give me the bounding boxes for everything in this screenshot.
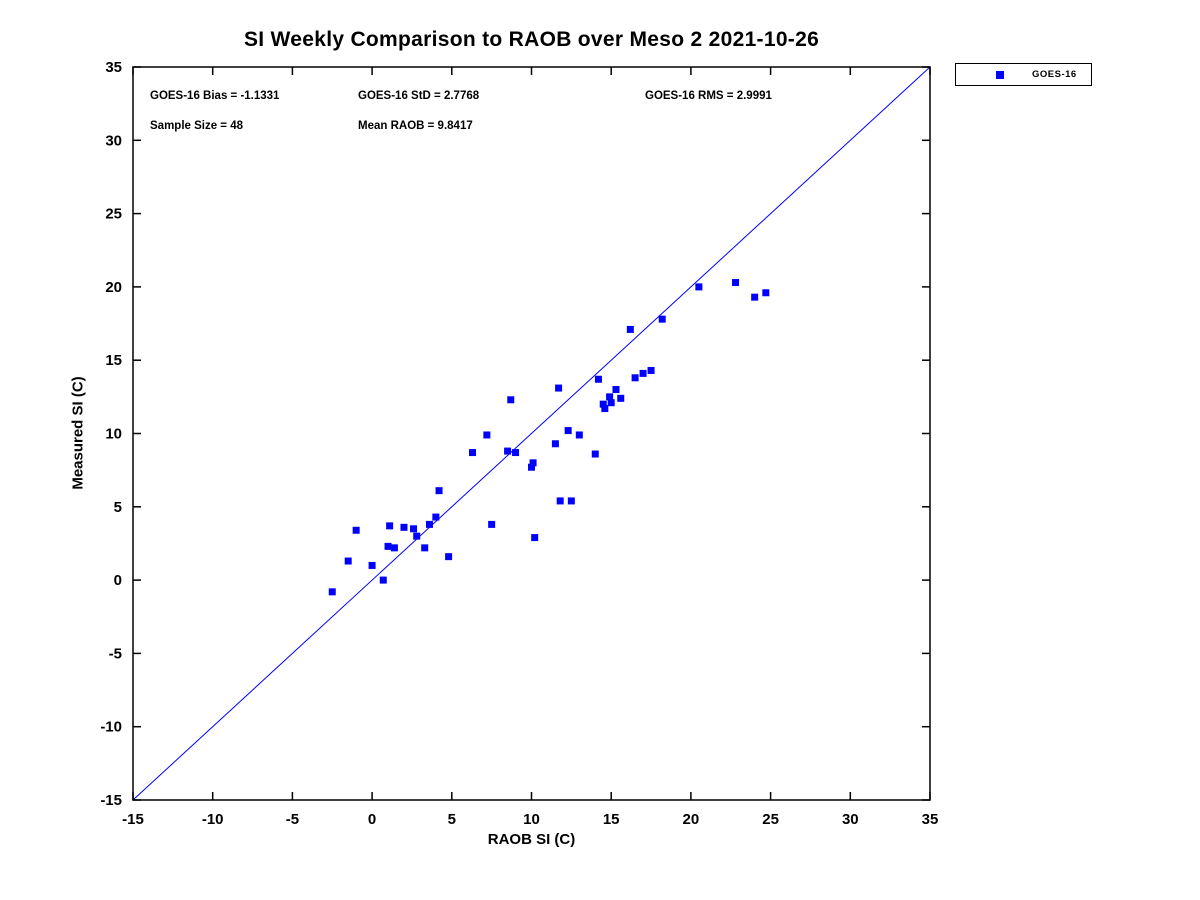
scatter-point: [344, 557, 352, 565]
scatter-point: [647, 366, 655, 374]
scatter-point: [384, 542, 392, 550]
scatter-point: [445, 553, 453, 561]
y-tick-label: -5: [109, 645, 122, 662]
scatter-point: [512, 449, 520, 457]
chart-title: SI Weekly Comparison to RAOB over Meso 2…: [243, 28, 820, 51]
scatter-point: [639, 369, 647, 377]
scatter-point: [732, 279, 740, 287]
scatter-point: [352, 526, 360, 534]
legend-label: GOES-16: [1032, 69, 1077, 80]
scatter-point: [631, 374, 639, 382]
x-tick-label: 25: [762, 811, 779, 828]
scatter-point: [591, 450, 599, 458]
y-tick-label: 30: [105, 132, 122, 149]
scatter-point: [751, 293, 759, 301]
y-tick-label: 25: [105, 206, 122, 223]
y-tick-label: 15: [105, 352, 122, 369]
y-tick-label: 10: [105, 426, 122, 443]
scatter-point: [390, 544, 398, 552]
x-axis-label: RAOB SI (C): [487, 831, 576, 848]
scatter-point: [555, 384, 563, 392]
scatter-point: [413, 532, 421, 540]
scatter-point: [410, 525, 418, 533]
scatter-point: [567, 497, 575, 505]
square-marker-icon: [996, 70, 1004, 79]
x-tick-label: -10: [202, 811, 224, 828]
y-axis-label: Measured SI (C): [69, 376, 87, 490]
scatter-point: [658, 315, 666, 323]
y-tick-label: 0: [114, 572, 122, 589]
scatter-point: [762, 289, 770, 297]
scatter-point: [507, 396, 515, 404]
scatter-point: [594, 375, 602, 383]
scatter-point: [386, 522, 394, 530]
stat-rms: GOES-16 RMS = 2.9991: [645, 90, 772, 102]
y-tick-label: -15: [100, 792, 122, 809]
scatter-point: [564, 427, 572, 435]
x-tick-label: 20: [683, 811, 700, 828]
scatter-point: [599, 400, 607, 408]
scatter-point: [469, 449, 477, 457]
scatter-point: [504, 447, 512, 455]
scatter-point: [432, 513, 440, 521]
stat-bias: GOES-16 Bias = -1.1331: [150, 90, 280, 102]
x-tick-label: 0: [368, 811, 376, 828]
scatter-point: [612, 386, 620, 394]
reference-line: [132, 66, 931, 801]
x-tick-label: 15: [603, 811, 620, 828]
scatter-point: [531, 534, 539, 542]
scatter-point: [617, 394, 625, 402]
scatter-point: [379, 576, 387, 584]
scatter-point: [551, 440, 559, 448]
x-tick-label: 5: [448, 811, 456, 828]
scatter-point: [556, 497, 564, 505]
x-tick-label: 10: [523, 811, 540, 828]
x-tick-label: 30: [842, 811, 859, 828]
y-tick-label: -10: [100, 719, 122, 736]
scatter-point: [328, 588, 336, 596]
scatter-point: [425, 520, 433, 528]
scatter-point: [529, 459, 537, 467]
scatter-point: [601, 405, 609, 413]
scatter-point: [368, 561, 376, 569]
scatter-point: [400, 523, 408, 531]
legend: GOES-16: [955, 63, 1092, 86]
scatter-point: [626, 325, 634, 333]
y-tick-label: 35: [105, 59, 122, 76]
scatter-point: [528, 463, 535, 471]
y-tick-label: 20: [105, 279, 122, 296]
y-tick-label: 5: [114, 499, 122, 516]
x-tick-label: -5: [286, 811, 299, 828]
scatter-point: [483, 431, 491, 439]
scatter-point: [606, 393, 614, 401]
scatter-point: [575, 431, 583, 439]
scatter-point: [421, 544, 429, 552]
stat-std: GOES-16 StD = 2.7768: [358, 90, 480, 102]
x-tick-label: 35: [922, 811, 939, 828]
scatter-point: [435, 487, 443, 495]
scatter-point: [488, 520, 496, 528]
stat-sample-size: Sample Size = 48: [150, 120, 244, 132]
scatter-point: [607, 399, 615, 407]
stat-mean-raob: Mean RAOB = 9.8417: [358, 120, 473, 132]
x-tick-label: -15: [122, 811, 144, 828]
scatter-point: [695, 283, 703, 291]
